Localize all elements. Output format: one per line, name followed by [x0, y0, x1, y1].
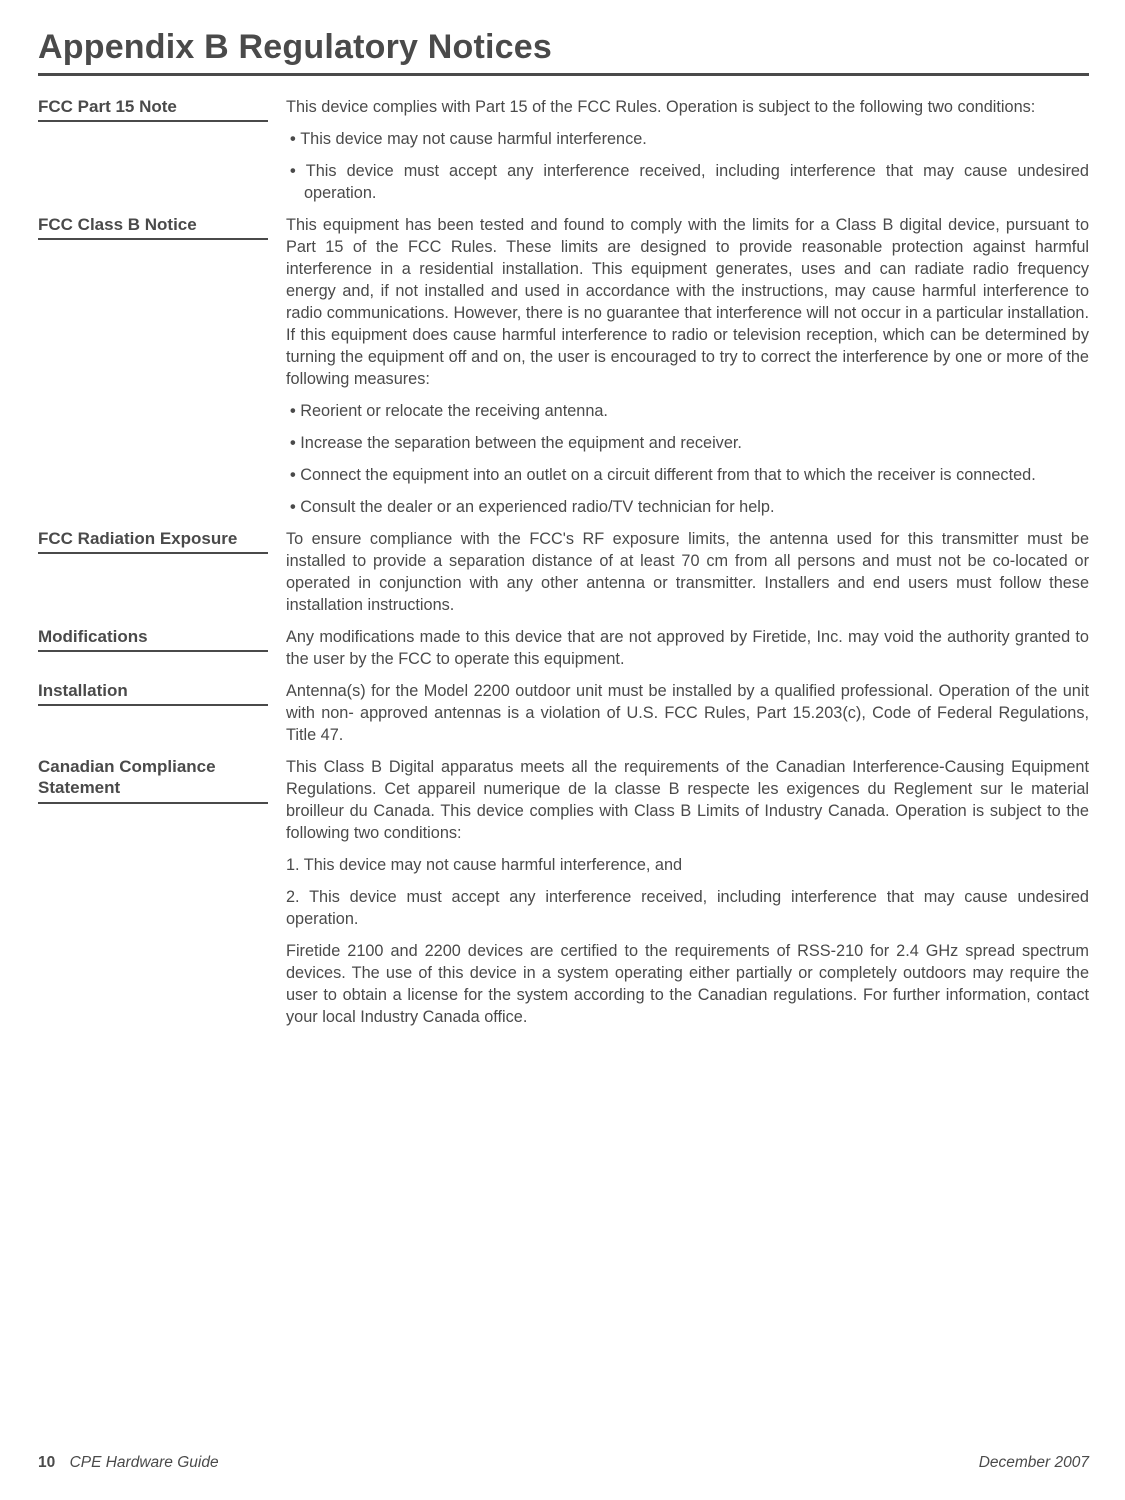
page-footer: 10 CPE Hardware Guide December 2007 — [38, 1454, 1089, 1472]
body-paragraph: This equipment has been tested and found… — [286, 214, 1089, 390]
section-body: To ensure compliance with the FCC's RF e… — [286, 528, 1089, 626]
section-label: FCC Radiation Exposure — [38, 528, 268, 554]
bullet-item: Increase the separation between the equi… — [286, 432, 1089, 454]
page-number: 10 — [38, 1454, 55, 1471]
body-paragraph: This Class B Digital apparatus meets all… — [286, 756, 1089, 844]
bullet-item: Reorient or relocate the receiving anten… — [286, 400, 1089, 422]
body-paragraph: To ensure compliance with the FCC's RF e… — [286, 528, 1089, 616]
content-grid: FCC Part 15 Note This device complies wit… — [38, 96, 1089, 1038]
bullet-item: Connect the equipment into an outlet on … — [286, 464, 1089, 486]
section-body: This equipment has been tested and found… — [286, 214, 1089, 528]
bullet-list: Reorient or relocate the receiving anten… — [286, 400, 1089, 518]
section-body: This device complies with Part 15 of the… — [286, 96, 1089, 214]
footer-date: December 2007 — [979, 1454, 1089, 1472]
section-body: This Class B Digital apparatus meets all… — [286, 756, 1089, 1038]
bullet-list: This device may not cause harmful interf… — [286, 128, 1089, 204]
body-paragraph: Firetide 2100 and 2200 devices are certi… — [286, 940, 1089, 1028]
section-label: FCC Part 15 Note — [38, 96, 268, 122]
bullet-item: Consult the dealer or an experienced rad… — [286, 496, 1089, 518]
section-body: Any modifications made to this device th… — [286, 626, 1089, 680]
bullet-item: This device may not cause harmful interf… — [286, 128, 1089, 150]
body-paragraph: 2. This device must accept any interfere… — [286, 886, 1089, 930]
page-title: Appendix B Regulatory Notices — [38, 28, 1089, 76]
body-paragraph: This device complies with Part 15 of the… — [286, 96, 1089, 118]
section-label: Canadian Compliance Statement — [38, 756, 268, 804]
body-paragraph: 1. This device may not cause harmful int… — [286, 854, 1089, 876]
section-body: Antenna(s) for the Model 2200 outdoor un… — [286, 680, 1089, 756]
section-label: Modifications — [38, 626, 268, 652]
body-paragraph: Antenna(s) for the Model 2200 outdoor un… — [286, 680, 1089, 746]
section-label: Installation — [38, 680, 268, 706]
body-paragraph: Any modifications made to this device th… — [286, 626, 1089, 670]
footer-guide: CPE Hardware Guide — [70, 1454, 219, 1471]
section-label: FCC Class B Notice — [38, 214, 268, 240]
bullet-item: This device must accept any interference… — [286, 160, 1089, 204]
